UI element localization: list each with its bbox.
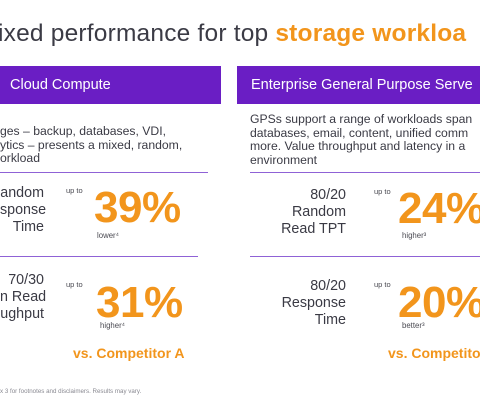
divider (0, 256, 198, 257)
metric-label: andom sponse Time (0, 185, 47, 236)
metric-label-line: 70/30 (8, 272, 44, 288)
metric-note: higher³ (402, 231, 427, 240)
comparison-label: vs. Competitor A (73, 345, 185, 361)
divider (0, 172, 208, 173)
up-to-label: up to (374, 280, 391, 289)
metric-label-line: Response (281, 295, 346, 311)
metric-label-line: Random (291, 204, 346, 220)
description-line: GPSs support a range of workloads span (250, 112, 473, 126)
metric-label-line: Time (314, 312, 346, 328)
up-to-label: up to (66, 186, 83, 195)
description-line: more. Value throughput and latency in a (250, 139, 466, 153)
right-panel-header: Enterprise General Purpose Serve (237, 66, 480, 104)
metric-label-line: 80/20 (310, 187, 346, 203)
metric-value: 24% (398, 184, 480, 233)
metric-value: 31% (96, 278, 183, 327)
left-panel-description: ges – backup, databases, VDI, ytics – pr… (0, 124, 183, 166)
description-line: ges – backup, databases, VDI, (0, 124, 166, 138)
description-line: orkload (0, 151, 40, 165)
metric-label: 80/20 Response Time (278, 278, 346, 329)
divider (250, 256, 480, 257)
description-line: ytics – presents a mixed, random, (0, 137, 183, 152)
metric-note: lower⁴ (97, 231, 119, 240)
metric-value: 20% (398, 278, 480, 327)
metric-label-line: 80/20 (310, 278, 346, 294)
metric-label: 70/30 n Read ughput (0, 272, 47, 323)
page-title: ixed performance for top storage workloa (0, 20, 480, 48)
metric-label-line: ughput (0, 306, 44, 322)
metric-note: higher⁴ (100, 321, 126, 330)
title-highlight: storage workloa (275, 20, 467, 47)
metric-label-line: Time (12, 219, 44, 235)
right-panel-description: GPSs support a range of workloads span d… (250, 112, 473, 167)
description-line: environment (250, 152, 318, 167)
metric-label-line: sponse (0, 202, 47, 218)
metric-label-line: Read TPT (281, 221, 346, 237)
comparison-label: vs. Competito (388, 345, 480, 361)
left-panel-header: Cloud Compute (0, 66, 221, 104)
description-line: databases, email, content, unified comm (250, 125, 469, 140)
metric-label: 80/20 Random Read TPT (278, 187, 346, 238)
title-text: ixed performance for top (0, 20, 276, 47)
metric-label-line: n Read (0, 289, 47, 305)
up-to-label: up to (374, 187, 391, 196)
metric-note: better³ (402, 321, 425, 330)
footnote: x 3 for footnotes and disclaimers. Resul… (0, 388, 142, 395)
up-to-label: up to (66, 280, 83, 289)
metric-label-line: andom (0, 185, 44, 201)
divider (250, 172, 480, 173)
metric-value: 39% (94, 183, 181, 232)
